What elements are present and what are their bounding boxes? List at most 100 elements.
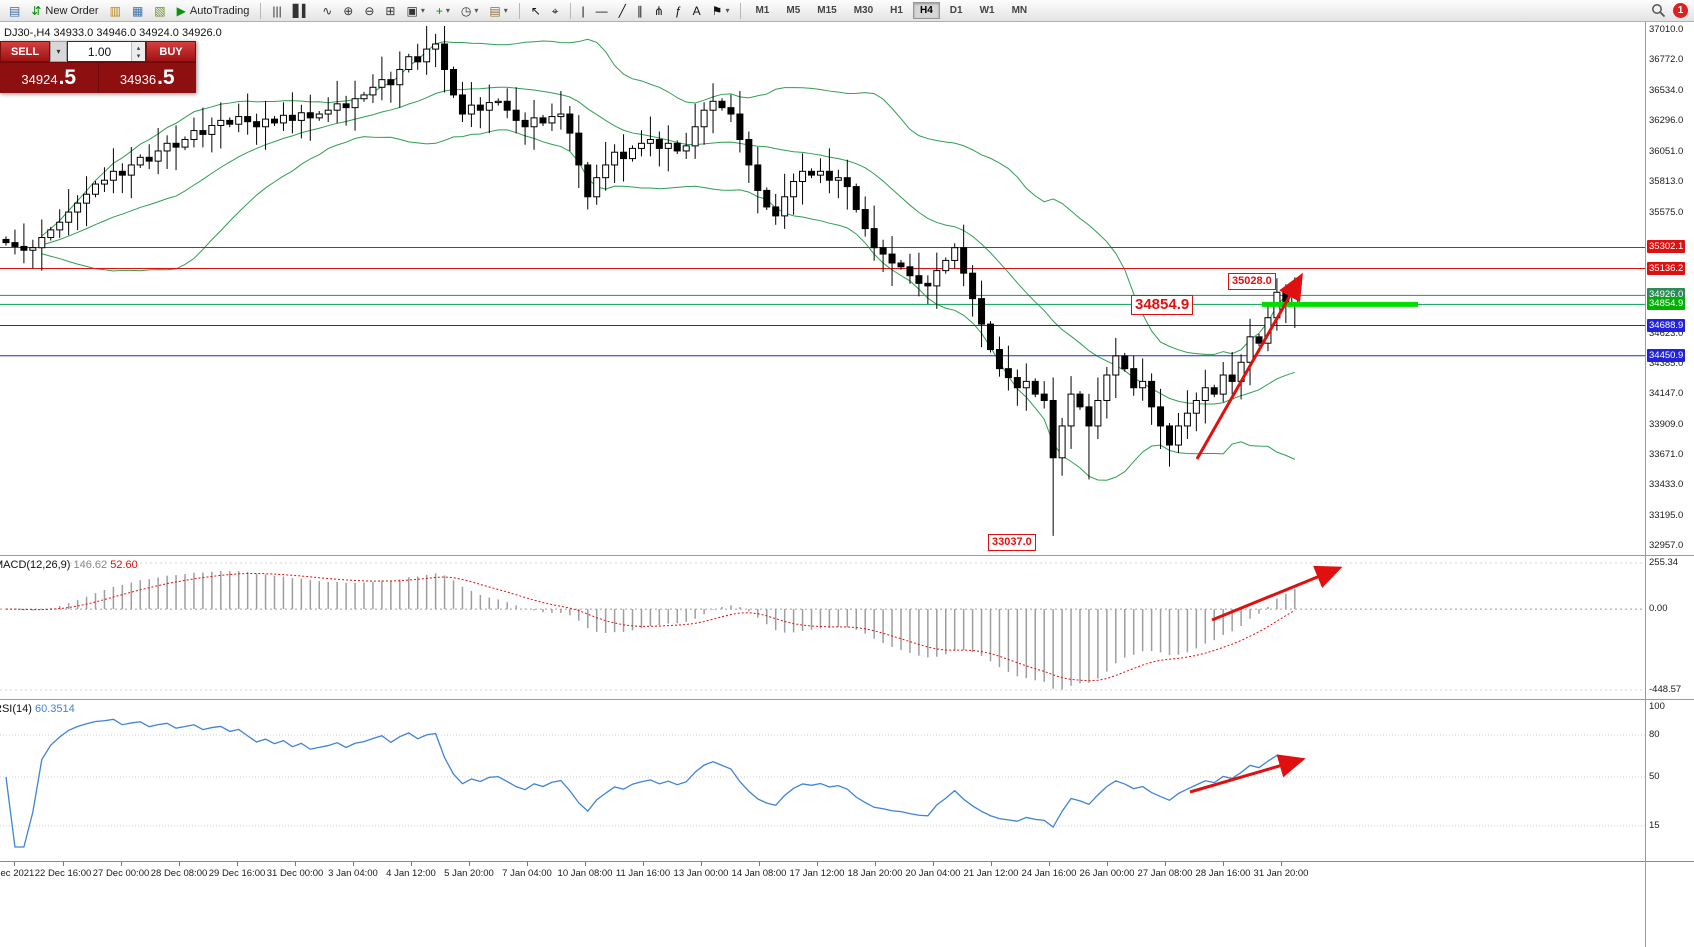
macd-chart[interactable] <box>0 556 1645 699</box>
candle <box>181 138 189 148</box>
rsi-panel[interactable]: RSI(14) 60.3514 <box>0 700 1694 861</box>
timeframe-h4[interactable]: H4 <box>912 2 940 19</box>
new-chart-icon[interactable]: ▣ ▾ <box>406 3 425 18</box>
bar-chart-icon[interactable]: ||| <box>272 3 282 18</box>
text-label-icon[interactable]: A <box>692 3 701 18</box>
candle <box>199 130 207 135</box>
time-tick <box>121 862 122 866</box>
timeframe-d1[interactable]: D1 <box>949 5 963 16</box>
timeframe-h1[interactable]: H1 <box>890 5 903 16</box>
trend-arrow[interactable] <box>1211 565 1343 622</box>
time-axis-label: 17 Jan 12:00 <box>789 868 845 879</box>
candle <box>646 138 654 144</box>
arrows-objects-icon[interactable]: ⚑ ▾ <box>711 3 730 18</box>
time-tick <box>1223 862 1224 866</box>
one-click-trading-widget: SELL ▾ 1.00 ▴ ▾ BUY 34924 .5 34936 <box>0 41 196 93</box>
candle <box>476 104 484 111</box>
line-chart-icon[interactable]: ∿ <box>322 3 333 18</box>
toolbar-separator <box>518 2 520 19</box>
vertical-line-icon[interactable]: | <box>581 3 585 18</box>
time-axis-label: 14 Jan 08:00 <box>731 868 787 879</box>
volume-input[interactable]: 1.00 <box>87 44 112 59</box>
fibonacci-icon[interactable]: ƒ <box>674 3 682 18</box>
autotrading-button[interactable]: ▶ AutoTrading <box>176 3 250 18</box>
price-axis[interactable]: 37010.0 36772.0 36534.0 36296.0 36051.0 35813… <box>1646 0 1694 947</box>
candle <box>279 114 287 124</box>
timeframe-w1[interactable]: W1 <box>979 5 995 16</box>
candle <box>879 247 887 255</box>
volume-stepper[interactable]: ▴ ▾ <box>131 42 145 61</box>
timeframe-mn[interactable]: MN <box>1011 5 1028 16</box>
stepper-up-icon[interactable]: ▴ <box>136 44 141 52</box>
candle <box>602 164 610 179</box>
candle <box>494 100 502 104</box>
price-annotation[interactable]: 34854.9 <box>1131 295 1194 315</box>
stepper-down-icon[interactable]: ▾ <box>136 52 141 60</box>
time-axis-label: 27 Jan 08:00 <box>1137 868 1193 879</box>
buy-price[interactable]: 34936 .5 <box>97 63 197 93</box>
candle <box>745 138 753 166</box>
candle <box>56 221 64 231</box>
candle <box>1130 368 1138 389</box>
candle <box>154 150 162 162</box>
search-icon[interactable] <box>1651 3 1666 18</box>
zoom-in-icon[interactable]: ⊕ <box>343 3 354 18</box>
timeframe-m15[interactable]: M15 <box>817 5 837 16</box>
panel-separator[interactable] <box>0 555 1694 556</box>
volume-dropdown-arrow-icon[interactable]: ▾ <box>50 41 67 62</box>
time-tick <box>237 862 238 866</box>
templates-icon[interactable]: ▤ ▾ <box>489 3 508 18</box>
candle <box>969 272 977 300</box>
price-chart-panel[interactable]: DJ30-,H4 34933.0 34946.0 34924.0 34926.0… <box>0 22 1694 555</box>
candle <box>718 100 726 109</box>
price-annotation[interactable]: 33037.0 <box>988 534 1036 551</box>
cursor-icon[interactable]: ↖ <box>530 3 541 18</box>
chart-window-icon[interactable]: ▤ <box>9 3 21 18</box>
trend-arrow[interactable] <box>1195 272 1303 460</box>
sell-price[interactable]: 34924 .5 <box>0 63 98 93</box>
candle <box>467 104 475 115</box>
candle <box>1076 393 1084 408</box>
macd-panel[interactable]: MACD(12,26,9) 146.62 52.60 <box>0 556 1694 699</box>
candle <box>315 113 323 119</box>
profiles-icon[interactable]: ▥ <box>109 3 121 18</box>
candle <box>253 121 261 128</box>
time-tick <box>295 862 296 866</box>
timeframe-m5[interactable]: M5 <box>786 5 801 16</box>
candle <box>1058 425 1066 459</box>
candle <box>861 209 869 230</box>
candle <box>1148 380 1156 408</box>
timeframe-m30[interactable]: M30 <box>853 5 874 16</box>
buy-button[interactable]: BUY <box>146 41 196 62</box>
indicators-icon[interactable]: + ▾ <box>435 3 450 18</box>
zoom-out-icon[interactable]: ⊖ <box>364 3 375 18</box>
crosshair-icon[interactable]: ⌖ <box>551 3 559 18</box>
notification-badge[interactable]: 1 <box>1673 3 1688 18</box>
candle <box>808 170 815 176</box>
andrews-pitchfork-icon[interactable]: ⋔ <box>653 3 664 18</box>
rsi-axis-label: 50 <box>1649 771 1660 782</box>
strategy-tester-icon[interactable]: ▧ <box>154 3 166 18</box>
macd-label: MACD(12,26,9) 146.62 52.60 <box>0 559 138 571</box>
rsi-chart[interactable] <box>0 700 1645 861</box>
panel-separator[interactable] <box>0 699 1694 700</box>
tile-windows-icon[interactable]: ⊞ <box>385 3 396 18</box>
sell-button[interactable]: SELL <box>0 41 50 62</box>
candlestick-chart-icon[interactable]: ▋▍ <box>292 3 312 18</box>
candlestick-chart[interactable] <box>0 22 1645 555</box>
trend-arrow[interactable] <box>1189 754 1306 794</box>
equidistant-channel-icon[interactable]: ∥ <box>636 3 643 18</box>
candle <box>637 142 645 149</box>
timeframe-m1[interactable]: M1 <box>755 5 770 16</box>
candle <box>342 103 350 109</box>
price-annotation[interactable]: 35028.0 <box>1228 273 1276 290</box>
time-tick <box>527 862 528 866</box>
periods-icon[interactable]: ◷ ▾ <box>460 3 479 18</box>
data-window-icon[interactable]: ▦ <box>131 3 144 18</box>
candle <box>1121 355 1129 370</box>
rsi-axis-label: 15 <box>1649 820 1660 831</box>
new-order-button[interactable]: ⇵ New Order <box>31 3 99 18</box>
horizontal-line-icon[interactable]: — <box>595 3 608 18</box>
trendline-icon[interactable]: ╱ <box>618 3 626 18</box>
